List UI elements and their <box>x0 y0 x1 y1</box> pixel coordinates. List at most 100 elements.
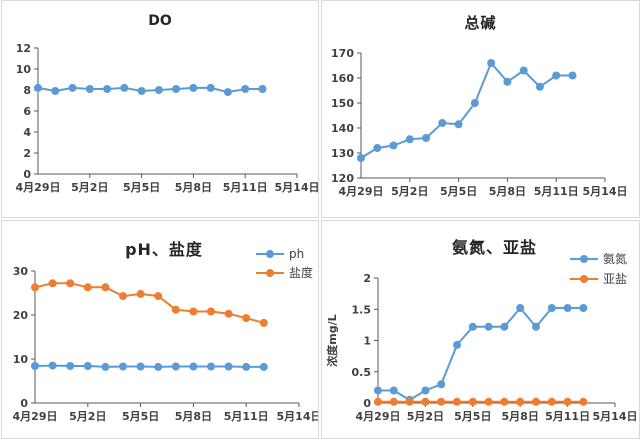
data-point <box>454 120 463 129</box>
data-point <box>171 305 180 314</box>
data-point <box>119 292 127 301</box>
data-point <box>552 71 561 80</box>
chart-title-total-alkalinity: 总碱 <box>464 14 497 32</box>
x-tick-label: 5月5日 <box>454 410 491 423</box>
data-point <box>484 397 493 406</box>
data-point <box>31 362 39 370</box>
data-point <box>224 309 233 318</box>
y-tick-label: 10 <box>13 353 29 366</box>
data-point <box>453 397 461 406</box>
data-point <box>51 87 60 95</box>
y-tick-label: 0 <box>23 168 31 181</box>
data-point <box>374 386 382 395</box>
data-point <box>405 397 414 406</box>
data-point <box>189 307 198 316</box>
x-tick-label: 4月29日 <box>339 185 384 198</box>
x-tick-label: 5月8日 <box>175 181 212 194</box>
x-tick-label: 5月2日 <box>69 410 106 423</box>
data-point <box>242 314 251 323</box>
legend-label: 氨氮 <box>602 252 627 266</box>
chart-canvas-total-alkalinity: 120 130 140 150 160 170 4月29日 5月2日 5月5日 5月8日 5月11日… <box>322 1 639 217</box>
data-point <box>547 304 556 312</box>
legend-label: ph <box>288 247 305 261</box>
data-point <box>421 397 430 406</box>
total-alkalinity-plot: 120 130 140 150 160 170 4月29日 5月2日 5月5日 5月8日 5月11日… <box>331 47 627 198</box>
data-point <box>579 397 588 406</box>
x-tick-label: 5月14日 <box>275 181 319 194</box>
data-point <box>389 386 398 395</box>
legend-label: 亚盐 <box>602 272 627 286</box>
legend-label: 盐度 <box>288 266 313 280</box>
legend-item: ph <box>255 247 313 261</box>
chart-title-ammonia-nitrite: 氨氮、亚盐 <box>451 238 537 257</box>
chart-panel-do: DO 0 2 4 6 8 10 12 4月29日 5月2日 5月5日 5月8日 5月11日 5月14日 <box>1 0 319 218</box>
x-tick-label: 5月8日 <box>175 410 212 423</box>
data-point <box>189 83 198 92</box>
data-point <box>547 397 556 406</box>
data-point <box>189 362 198 371</box>
data-point <box>207 362 215 371</box>
legend-item: 亚盐 <box>569 270 627 287</box>
y-tick-label: 30 <box>13 265 29 278</box>
x-tick-label: 5月11日 <box>545 410 590 423</box>
x-tick-label: 5月11日 <box>224 410 269 423</box>
data-point <box>119 362 127 371</box>
data-point <box>206 83 215 92</box>
y-tick-label: 6 <box>23 105 31 118</box>
x-tick-label: 5月8日 <box>489 185 526 198</box>
data-point <box>532 322 540 331</box>
y-tick-label: 20 <box>13 309 29 322</box>
x-tick-label: 5月5日 <box>122 410 159 423</box>
data-point <box>503 77 512 86</box>
data-point <box>34 83 42 92</box>
data-point <box>468 397 477 406</box>
do-plot: 0 2 4 6 8 10 12 4月29日 5月2日 5月5日 5月8日 5月11日 5月14日 <box>16 42 319 194</box>
data-point <box>224 362 233 371</box>
data-point <box>48 361 57 370</box>
y-tick-label: 170 <box>331 47 354 60</box>
y-tick-label: 4 <box>23 126 31 139</box>
data-point <box>563 397 572 406</box>
x-tick-label: 5月2日 <box>407 410 444 423</box>
data-point <box>136 362 145 371</box>
data-point <box>373 144 382 152</box>
data-point <box>207 307 215 316</box>
data-point <box>137 87 146 95</box>
data-point <box>484 322 493 331</box>
legend: 氨氮 亚盐 <box>569 250 627 287</box>
chart-panel-ammonia-nitrite: 氨氮、亚盐 0 0.5 1 1.5 2 4月29日 5月2日 5月5日 5月8日 5月11日 5月1… <box>321 220 640 439</box>
y-tick-label: 2 <box>363 272 371 285</box>
data-point <box>487 59 496 67</box>
y-tick-label: 12 <box>16 42 31 55</box>
chart-title-ph-salinity: pH、盐度 <box>125 240 203 259</box>
data-point <box>83 362 92 370</box>
data-point <box>154 292 163 301</box>
chart-canvas-do: 0 2 4 6 8 10 12 4月29日 5月2日 5月5日 5月8日 5月11日 5月14日 <box>2 1 318 217</box>
x-tick-label: 5月5日 <box>123 181 160 194</box>
data-point <box>101 362 110 371</box>
y-tick-label: 10 <box>16 63 32 76</box>
chart-title-do: DO <box>148 13 172 29</box>
y-tick-label: 0 <box>363 397 371 410</box>
legend-marker-icon <box>569 254 598 263</box>
data-point <box>241 85 250 93</box>
data-point <box>66 279 75 288</box>
data-point <box>563 304 572 312</box>
data-point <box>85 85 94 93</box>
x-tick-label: 5月8日 <box>502 410 539 423</box>
y-tick-label: 140 <box>331 122 354 135</box>
legend-marker-icon <box>569 274 598 283</box>
data-point <box>389 141 398 150</box>
data-point <box>519 66 528 75</box>
data-point <box>500 322 509 331</box>
data-point <box>68 83 77 92</box>
data-point <box>535 82 544 91</box>
data-point <box>470 99 479 107</box>
ph-salinity-plot: 0 10 20 30 4月29日 5月2日 5月5日 5月8日 5月11日 5月14日 <box>13 265 319 423</box>
chart-panel-total-alkalinity: 总碱 120 130 140 150 160 170 4月29日 5月2日 5月5日 5月8日 5月… <box>321 0 640 218</box>
data-point <box>154 362 163 371</box>
x-tick-label: 5月14日 <box>277 410 319 423</box>
x-tick-label: 5月2日 <box>71 181 108 194</box>
data-point <box>48 279 57 288</box>
data-point <box>171 362 180 371</box>
